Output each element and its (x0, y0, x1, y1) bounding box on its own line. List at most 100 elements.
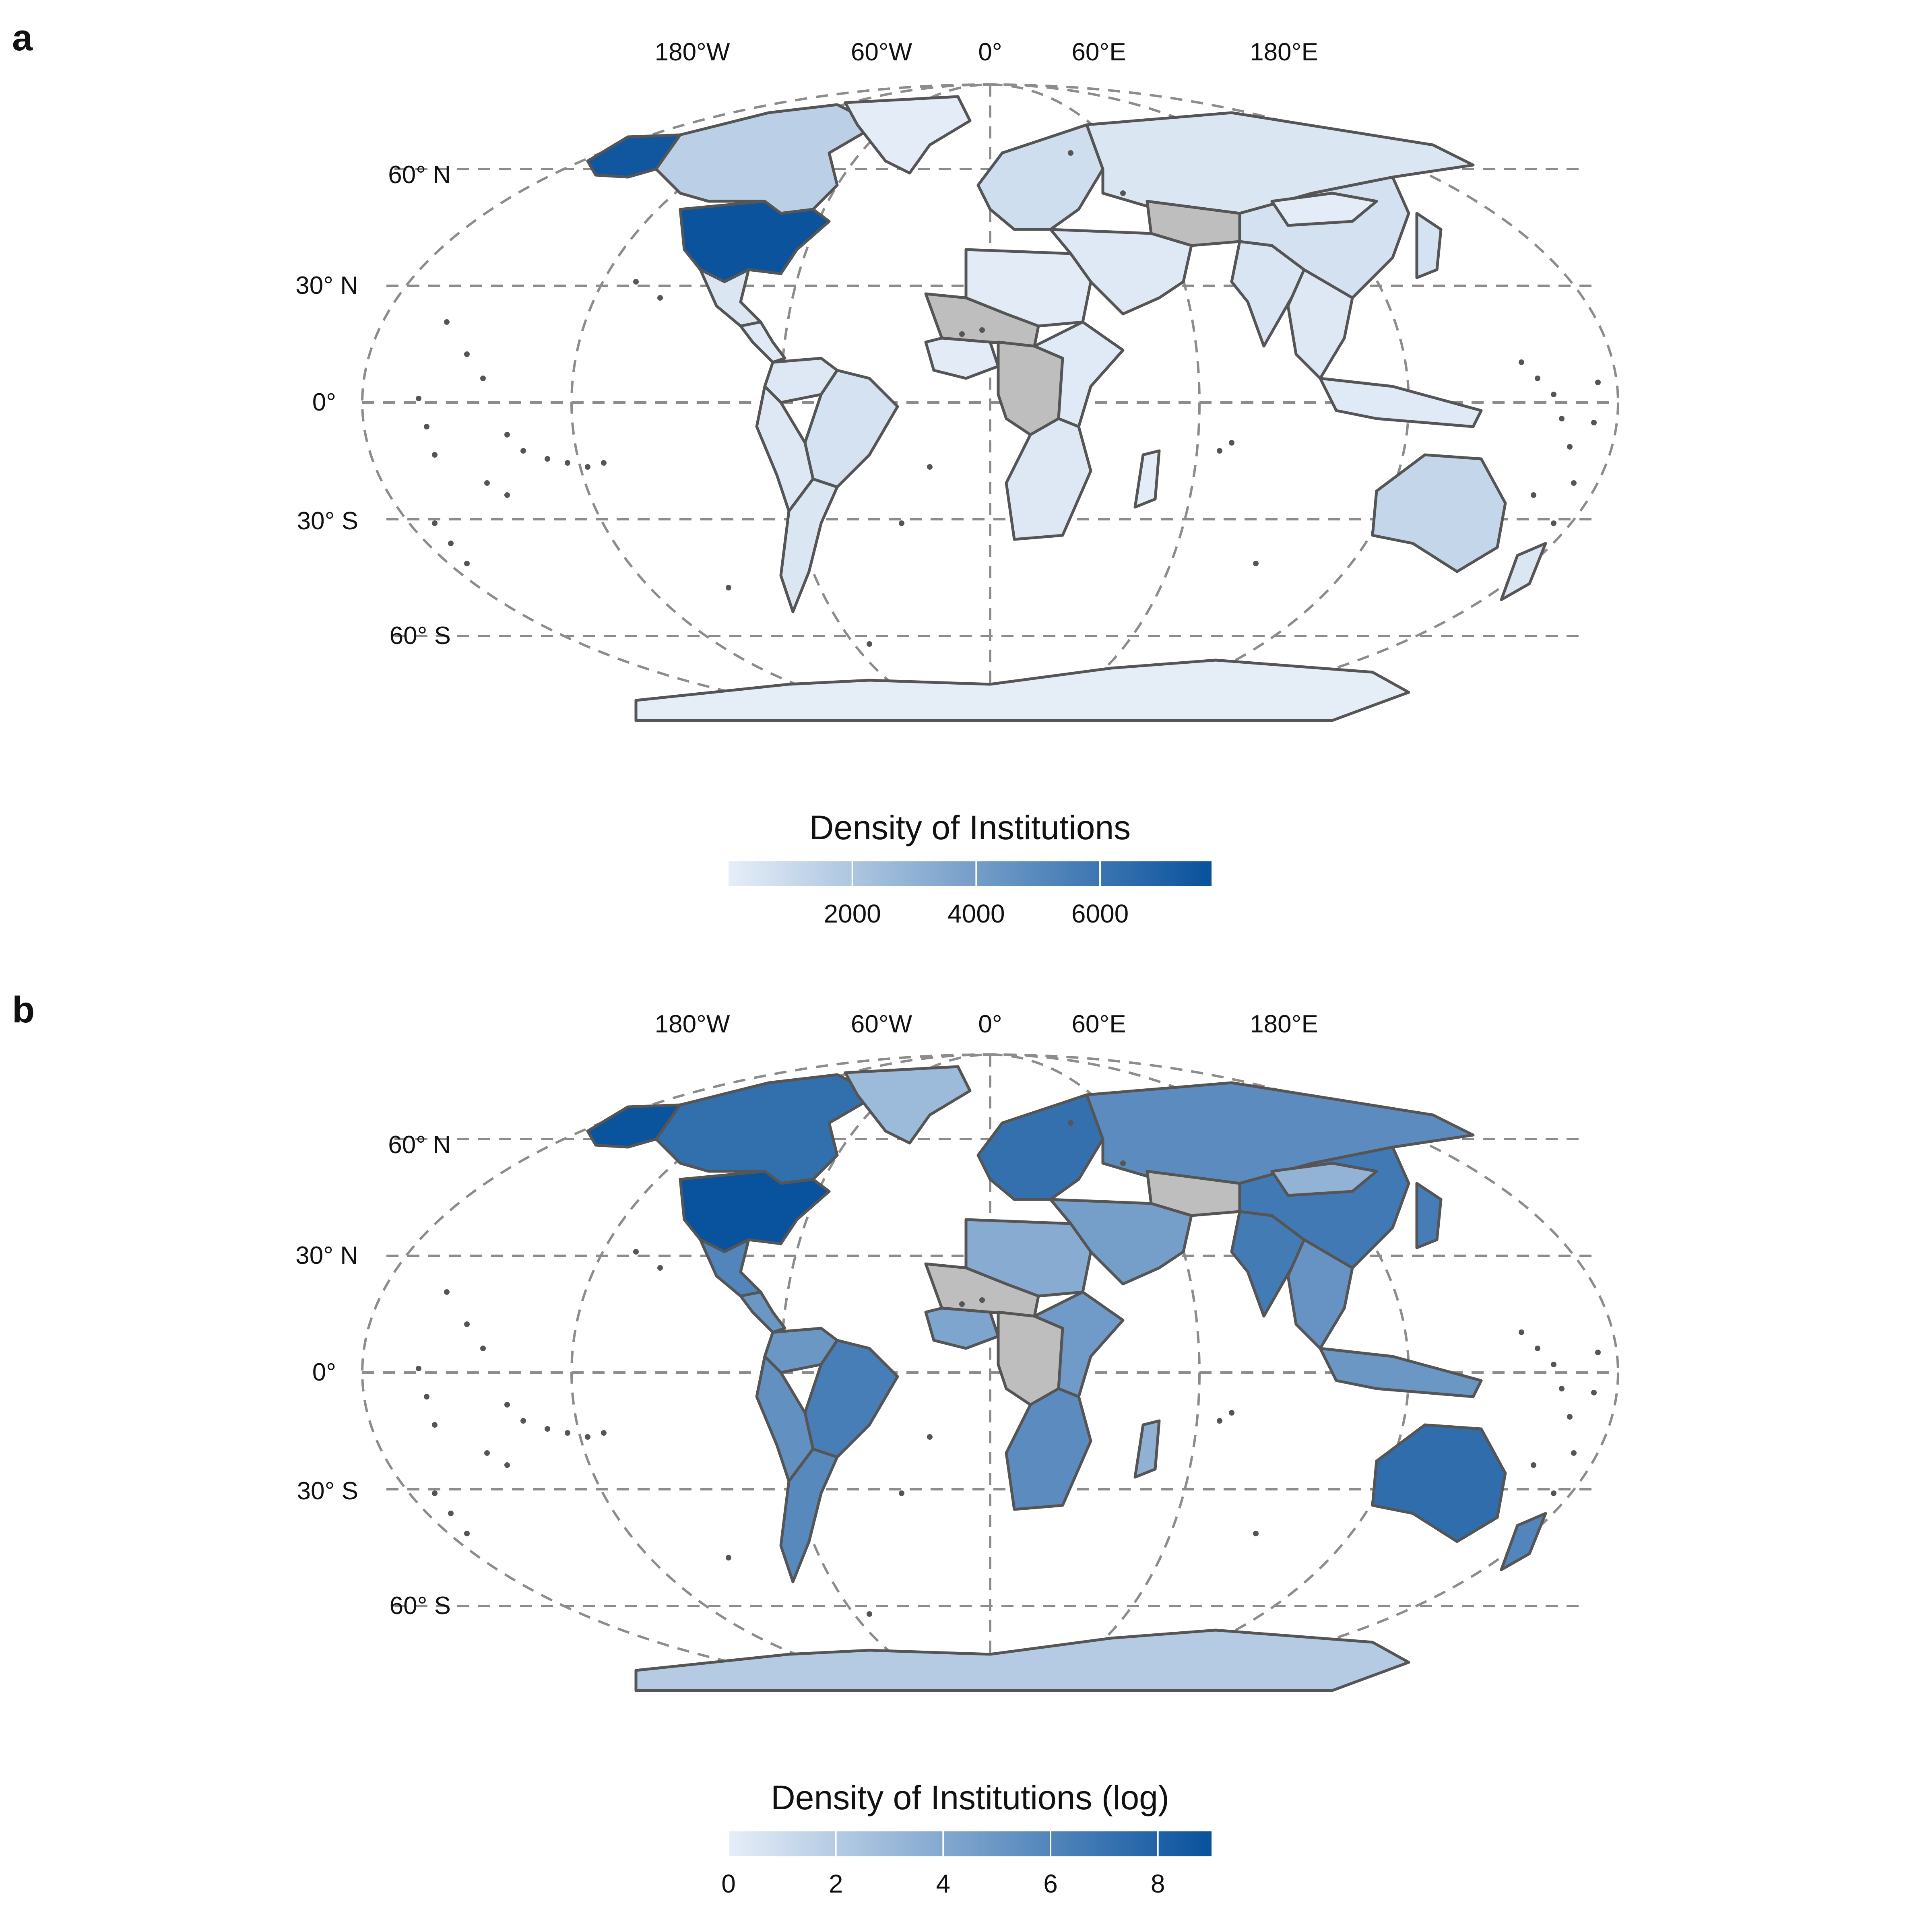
region-new-zealand (1500, 1512, 1547, 1571)
legend: Density of Institutions 2000 4000 6000 (729, 809, 1212, 928)
lon-label-60e: 60°E (1071, 1010, 1126, 1038)
country-shapes (416, 1065, 1601, 1692)
island-dot (464, 1321, 470, 1327)
island-dot (1120, 1160, 1126, 1166)
panel-letter: a (12, 17, 33, 58)
region-south-africa (1005, 1387, 1092, 1511)
island-dot (1595, 380, 1601, 385)
latitude-labels: 60° N 30° N 0° 30° S 60° S (295, 161, 451, 650)
island-dot (545, 1426, 550, 1432)
lon-label-180w: 180°W (655, 1010, 730, 1038)
island-dot (1551, 392, 1556, 397)
island-dot (1531, 492, 1536, 498)
region-canada (654, 1073, 879, 1185)
island-dot (959, 1301, 965, 1307)
region-antarctica (634, 658, 1410, 722)
island-dot (504, 1462, 510, 1468)
region-europe (976, 123, 1104, 231)
island-dot (657, 295, 663, 301)
lon-label-180e: 180°E (1250, 1010, 1318, 1038)
region-antarctica (634, 1629, 1410, 1692)
lon-label-180w: 180°W (655, 38, 730, 66)
legend-ticks: 2000 4000 6000 (824, 861, 1129, 928)
island-dot (657, 1265, 663, 1271)
island-dot (633, 279, 639, 285)
region-mongolia (1270, 1162, 1378, 1197)
lat-label-60s: 60° S (390, 622, 451, 650)
lat-label-0: 0° (312, 1358, 336, 1386)
island-dot (1567, 1414, 1573, 1420)
island-dot (1068, 150, 1073, 156)
island-dot (1535, 1346, 1540, 1351)
island-dot (1217, 448, 1222, 454)
island-dot (1229, 1410, 1234, 1416)
legend-title: Density of Institutions (log) (771, 1779, 1169, 1816)
legend-tick-label: 6 (1043, 1869, 1058, 1898)
island-dot (1595, 1350, 1601, 1355)
island-dot (1068, 1120, 1073, 1126)
island-dot (504, 1402, 510, 1408)
island-dot (899, 520, 904, 526)
region-argentina (779, 1447, 839, 1583)
legend-tick-label: 4000 (947, 899, 1005, 928)
region-japan (1415, 1182, 1443, 1249)
island-dot (726, 1555, 731, 1560)
legend-tick-label: 2 (829, 1869, 843, 1898)
region-madagascar (1133, 449, 1161, 509)
region-indonesia (1319, 1347, 1483, 1398)
legend-tick-label: 4 (936, 1869, 951, 1898)
latitude-labels: 60° N 30° N 0° 30° S 60° S (295, 1131, 451, 1620)
panel-letter: b (12, 989, 35, 1030)
region-central-america (739, 1290, 786, 1334)
region-russia (1085, 111, 1475, 215)
island-dot (1559, 1386, 1565, 1391)
island-dot (927, 1434, 933, 1440)
legend-colorbar (729, 861, 1212, 886)
region-madagascar (1133, 1419, 1161, 1479)
island-dot (1551, 1362, 1556, 1367)
region-australia (1371, 453, 1507, 573)
island-dot (867, 1611, 872, 1617)
lat-label-30n: 30° N (295, 272, 358, 299)
panel-b: b 180°W 60°W 0° 60°E 180°E 60° N 30° N 0… (12, 989, 1618, 1898)
lon-label-180e: 180°E (1250, 38, 1318, 66)
island-dot (484, 1450, 490, 1456)
island-dot (545, 456, 550, 462)
island-dot (1535, 376, 1540, 381)
legend-tick-label: 8 (1151, 1869, 1165, 1898)
lat-label-60s: 60° S (390, 1592, 451, 1620)
island-dot (484, 480, 490, 486)
island-dot (1217, 1418, 1222, 1424)
panel-a: a 180°W 60°W 0° 60°E 180°E 60° N 30° N 0… (12, 17, 1618, 928)
island-dot (448, 541, 454, 546)
island-dot (1551, 520, 1556, 526)
island-dot (444, 1289, 450, 1295)
island-dot (633, 1249, 639, 1255)
island-dot (432, 1490, 438, 1496)
island-dot (504, 432, 510, 438)
island-dot (927, 464, 933, 470)
island-dot (1531, 1462, 1536, 1468)
longitude-labels: 180°W 60°W 0° 60°E 180°E (655, 38, 1318, 66)
island-dot (1229, 440, 1234, 446)
legend-ticks: 0 2 4 6 8 (721, 1831, 1165, 1898)
island-dot (424, 424, 429, 429)
region-east-africa (1033, 320, 1125, 428)
island-dot (899, 1490, 904, 1496)
island-dot (432, 1422, 438, 1428)
lat-label-60n: 60° N (388, 161, 451, 189)
island-dot (424, 1394, 429, 1399)
region-japan (1415, 212, 1443, 279)
island-dot (416, 1366, 421, 1371)
island-dot (432, 520, 438, 526)
island-dot (464, 1531, 470, 1536)
lat-label-30s: 30° S (297, 1477, 358, 1505)
island-dot (444, 319, 450, 325)
lat-label-30n: 30° N (295, 1242, 358, 1269)
island-dot (1519, 359, 1524, 365)
island-dot (480, 1346, 486, 1351)
region-greenland (844, 95, 972, 175)
legend-tick-label: 2000 (824, 899, 881, 928)
island-dot (959, 331, 965, 337)
legend-title: Density of Institutions (809, 809, 1131, 846)
